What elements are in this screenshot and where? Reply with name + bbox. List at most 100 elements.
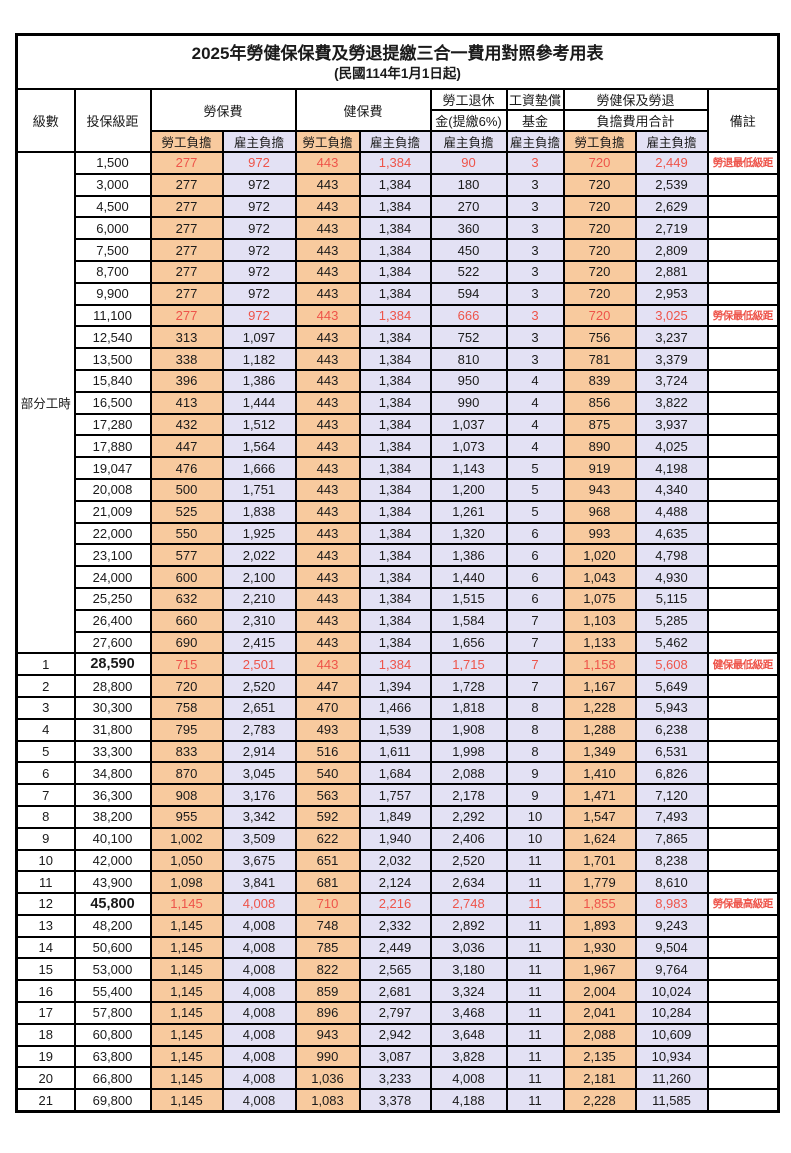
cell-remark xyxy=(706,848,780,873)
cell-value: 2,520 xyxy=(221,674,297,698)
subheader-health-employer: 雇主負擔 xyxy=(358,130,432,153)
cell-remark xyxy=(706,826,780,851)
table-row: 19,047 476 1,666 443 1,384 1,143 5 919 4,198 xyxy=(17,456,780,480)
cell-value: 919 xyxy=(562,456,637,480)
cell-value: 2,124 xyxy=(358,870,432,895)
cell-value: 3 xyxy=(505,259,565,284)
cell-bracket: 17,280 xyxy=(73,412,152,437)
cell-remark xyxy=(706,434,780,459)
cell-value: 4 xyxy=(505,390,565,415)
col-header-total-line2: 負擔費用合計 xyxy=(562,109,709,132)
cell-value: 1,043 xyxy=(562,565,637,589)
cell-value: 180 xyxy=(429,172,508,197)
cell-remark xyxy=(706,1022,780,1047)
table-row: 17 57,800 1,145 4,008 896 2,797 3,468 11 2,041 10… xyxy=(15,1001,780,1025)
page-title: 2025年勞健保保費及勞退提繳三合一費用對照參考用表 xyxy=(191,43,604,63)
cell-value: 4 xyxy=(505,368,565,393)
cell-value: 516 xyxy=(294,739,361,764)
table-row: 5 33,300 833 2,914 516 1,611 1,998 8 1,349 6,531 xyxy=(15,739,780,764)
cell-value: 1,083 xyxy=(294,1088,361,1113)
table-row: 20 66,800 1,145 4,008 1,036 3,233 4,008 11 2,181… xyxy=(15,1066,780,1091)
cell-value: 622 xyxy=(294,826,361,851)
cell-value: 4,488 xyxy=(634,499,709,524)
cell-value: 4,198 xyxy=(634,456,709,480)
cell-level: 18 xyxy=(15,1022,76,1047)
cell-remark xyxy=(706,608,780,633)
cell-value: 5,943 xyxy=(634,695,709,720)
cell-bracket: 26,400 xyxy=(73,608,152,633)
cell-value: 4,188 xyxy=(429,1088,508,1113)
header-row-1: 級數 投保級距 勞保費 健保費 勞工退休 工資墊償 勞健保及勞退 備註 xyxy=(15,88,780,153)
table-row: 4,500 277 972 443 1,384 270 3 720 2,629 xyxy=(17,194,780,219)
cell-value: 2,228 xyxy=(562,1088,637,1113)
cell-bracket: 15,840 xyxy=(73,368,152,393)
cell-value: 1,998 xyxy=(429,739,508,764)
cell-value: 972 xyxy=(221,151,297,175)
cell-value: 3,828 xyxy=(429,1044,508,1069)
cell-value: 277 xyxy=(149,172,224,197)
cell-value: 6,531 xyxy=(634,739,709,764)
table-row: 13,500 338 1,182 443 1,384 810 3 781 3,379 xyxy=(17,347,780,371)
cell-remark xyxy=(706,695,780,720)
cell-value: 1,384 xyxy=(358,216,432,241)
cell-value: 2,681 xyxy=(358,979,432,1004)
cell-remark xyxy=(706,761,780,786)
cell-value: 4,635 xyxy=(634,521,709,546)
cell-value: 690 xyxy=(149,630,224,655)
cell-value: 2,809 xyxy=(634,238,709,262)
cell-value: 6 xyxy=(505,565,565,589)
cell-value: 3,468 xyxy=(429,1001,508,1025)
header-row-2: 金(提繳6%) 基金 負擔費用合計 xyxy=(17,109,779,132)
cell-value: 3 xyxy=(505,194,565,219)
cell-remark xyxy=(706,979,780,1004)
cell-value: 1,666 xyxy=(221,456,297,480)
cell-value: 1,384 xyxy=(358,630,432,655)
cell-value: 2,181 xyxy=(562,1066,637,1091)
subheader-health-employee: 勞工負擔 xyxy=(294,130,361,153)
cell-value: 432 xyxy=(149,412,224,437)
cell-value: 3,025 xyxy=(634,303,709,328)
subheader-labor-employer: 雇主負擔 xyxy=(221,130,297,153)
cell-value: 856 xyxy=(562,390,637,415)
cell-value: 1,539 xyxy=(358,717,432,742)
cell-remark xyxy=(706,325,780,350)
subheader-total-employee: 勞工負擔 xyxy=(562,130,637,153)
cell-value: 7 xyxy=(505,630,565,655)
cell-bracket: 33,300 xyxy=(73,739,152,764)
table-row: 11,100 277 972 443 1,384 666 3 720 3,025 勞保最低級距 xyxy=(17,303,780,328)
cell-value: 2,406 xyxy=(429,826,508,851)
cell-remark xyxy=(706,281,780,306)
title-cell: 2025年勞健保保費及勞退提繳三合一費用對照參考用表 (民國114年1月1日起) xyxy=(15,33,780,90)
cell-value: 1,384 xyxy=(358,543,432,568)
cell-value: 447 xyxy=(294,674,361,698)
cell-value: 11 xyxy=(505,1066,565,1091)
cell-value: 4,008 xyxy=(221,892,297,916)
cell-value: 6,238 xyxy=(634,717,709,742)
cell-value: 1,288 xyxy=(562,717,637,742)
cell-remark xyxy=(706,1066,780,1091)
cell-value: 890 xyxy=(562,434,637,459)
cell-value: 8,238 xyxy=(634,848,709,873)
cell-value: 7,493 xyxy=(634,804,709,829)
cell-value: 1,515 xyxy=(429,586,508,611)
cell-bracket: 3,000 xyxy=(73,172,152,197)
cell-value: 277 xyxy=(149,216,224,241)
cell-value: 1,757 xyxy=(358,783,432,807)
cell-value: 1,624 xyxy=(562,826,637,851)
cell-value: 443 xyxy=(294,499,361,524)
cell-value: 9,243 xyxy=(634,913,709,938)
cell-value: 1,002 xyxy=(149,826,224,851)
cell-value: 972 xyxy=(221,172,297,197)
cell-value: 1,410 xyxy=(562,761,637,786)
cell-value: 443 xyxy=(294,565,361,589)
cell-value: 443 xyxy=(294,412,361,437)
cell-value: 1,855 xyxy=(562,892,637,916)
table-row: 11 43,900 1,098 3,841 681 2,124 2,634 11 1,779 8,… xyxy=(15,870,780,895)
cell-value: 1,547 xyxy=(562,804,637,829)
cell-remark xyxy=(706,913,780,938)
cell-value: 1,073 xyxy=(429,434,508,459)
cell-level: 10 xyxy=(15,848,76,873)
table-row: 26,400 660 2,310 443 1,384 1,584 7 1,103 5,285 xyxy=(17,608,780,633)
cell-remark: 健保最低級距 xyxy=(706,652,780,677)
cell-value: 11 xyxy=(505,1001,565,1025)
